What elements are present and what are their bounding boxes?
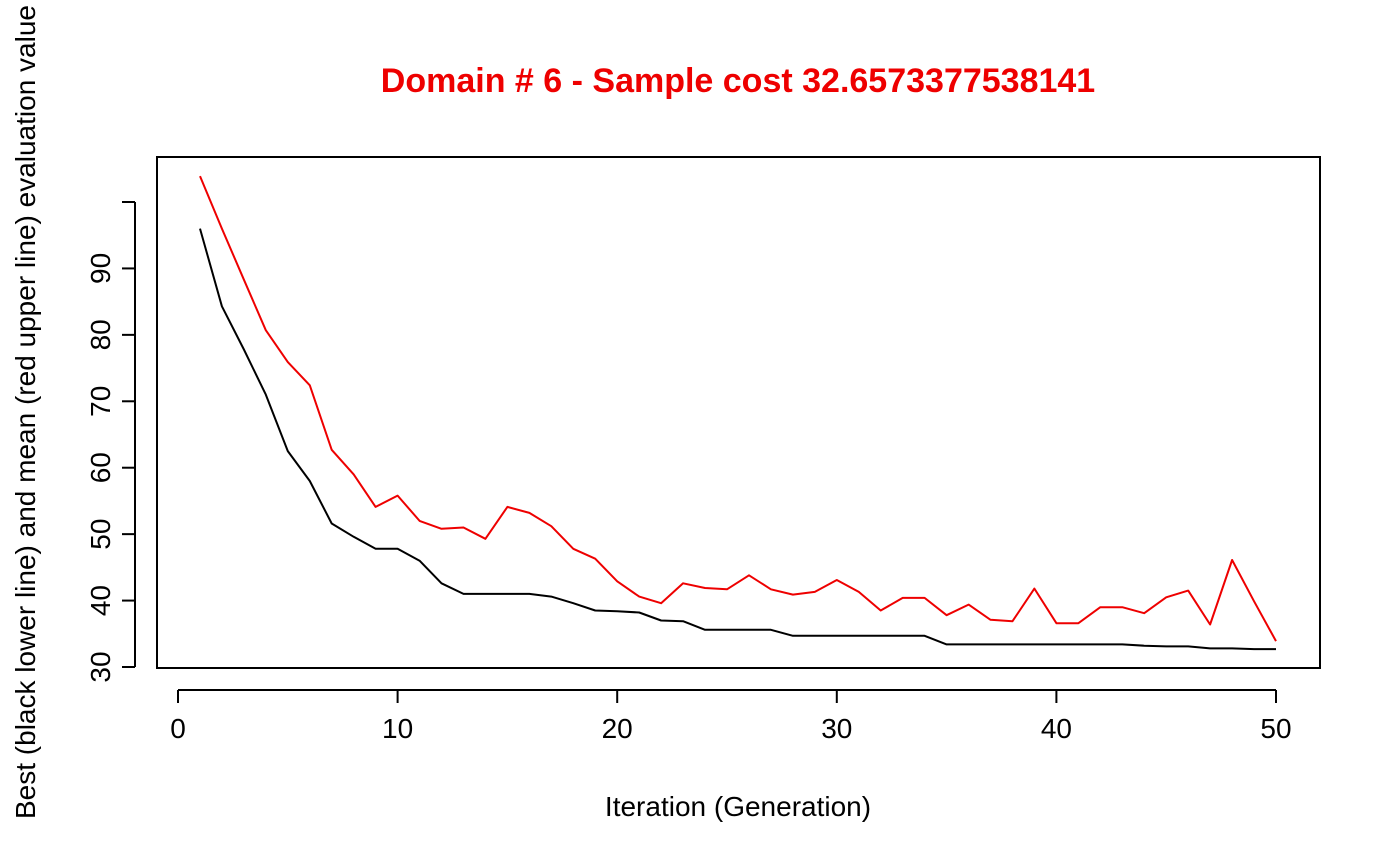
chart-title: Domain # 6 - Sample cost 32.657337753814… xyxy=(381,62,1095,100)
y-tick-label: 30 xyxy=(85,651,116,682)
y-tick-label: 40 xyxy=(85,585,116,616)
x-axis: 0 10 20 30 40 50 xyxy=(170,689,1292,744)
x-tick-label: 0 xyxy=(170,713,186,744)
x-tick-label: 40 xyxy=(1041,713,1072,744)
x-axis-label: Iteration (Generation) xyxy=(605,791,871,822)
y-axis-label: Best (black lower line) and mean (red up… xyxy=(10,5,41,819)
y-tick-label: 60 xyxy=(85,452,116,483)
plot-frame xyxy=(156,156,1321,669)
series-best-line xyxy=(199,228,1276,651)
x-tick-label: 30 xyxy=(821,713,852,744)
x-tick-label: 20 xyxy=(602,713,633,744)
y-axis: 30 40 50 60 70 80 90 xyxy=(85,201,136,683)
series-mean-line xyxy=(199,175,1277,642)
y-tick-label: 70 xyxy=(85,386,116,417)
y-tick-label: 80 xyxy=(85,319,116,350)
series-layer xyxy=(199,175,1277,651)
x-tick-label: 10 xyxy=(382,713,413,744)
x-tick-label: 50 xyxy=(1260,713,1291,744)
y-tick-label: 50 xyxy=(85,519,116,550)
y-tick-label: 90 xyxy=(85,253,116,284)
